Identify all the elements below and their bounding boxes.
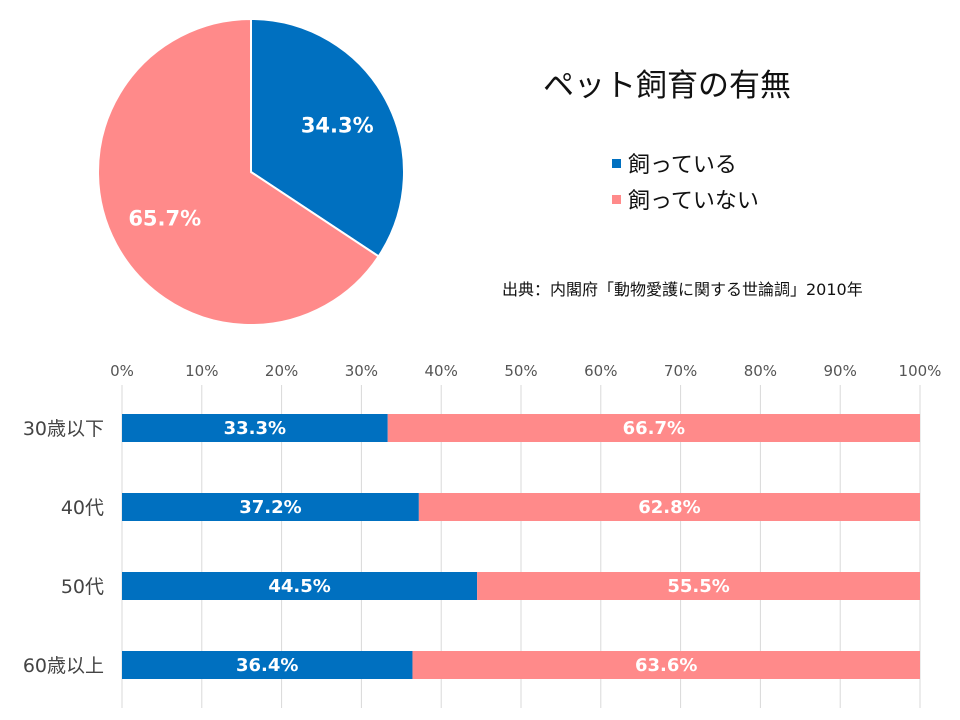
- category-label: 40代: [61, 497, 104, 519]
- bar-segment: [122, 572, 478, 600]
- pie-label-1: 65.7%: [128, 206, 201, 230]
- x-tick-label: 80%: [744, 362, 777, 380]
- category-label: 60歳以上: [23, 655, 104, 677]
- x-tick-label: 0%: [110, 362, 134, 380]
- stacked-bar-chart: 0% 10% 20% 30% 40% 50% 60% 70% 80% 90% 100% 30歳以下 33…: [23, 362, 942, 708]
- bar-label: 37.2%: [239, 497, 301, 518]
- x-tick-label: 20%: [265, 362, 298, 380]
- x-tick-label: 60%: [584, 362, 617, 380]
- bar-segment: [412, 651, 920, 679]
- bar-segment: [122, 651, 413, 679]
- bar-label: 66.7%: [623, 418, 685, 439]
- x-tick-label: 70%: [664, 362, 697, 380]
- legend: 飼っている 飼っていない: [612, 145, 759, 217]
- pie-label-0: 34.3%: [301, 114, 374, 138]
- bar-label: 62.8%: [638, 497, 700, 518]
- bar-segment: [477, 572, 920, 600]
- bar-label: 33.3%: [224, 418, 286, 439]
- legend-label-not-owning: 飼っていない: [628, 189, 759, 214]
- legend-swatch-owning: [612, 158, 621, 168]
- legend-item-not-owning: 飼っていない: [612, 181, 759, 217]
- source-note: 出典：内閣府「動物愛護に関する世論調」2010年: [502, 280, 863, 299]
- bar-label: 63.6%: [635, 655, 697, 676]
- bar-label: 44.5%: [268, 576, 330, 597]
- x-tick-label: 40%: [425, 362, 458, 380]
- x-tick-label: 90%: [824, 362, 857, 380]
- category-label: 30歳以下: [23, 418, 104, 440]
- bar-segment: [418, 493, 920, 521]
- pie-chart: 34.3% 65.7%: [97, 17, 405, 326]
- category-label: 50代: [61, 576, 104, 598]
- bar-segment: [122, 493, 419, 521]
- legend-swatch-not-owning: [612, 194, 621, 204]
- chart-title: ペット飼育の有無: [543, 68, 791, 104]
- bar-segment: [122, 414, 388, 442]
- bar-label: 55.5%: [667, 576, 729, 597]
- x-tick-label: 30%: [345, 362, 378, 380]
- legend-item-owning: 飼っている: [612, 145, 759, 181]
- x-tick-label: 100%: [899, 362, 942, 380]
- x-tick-label: 10%: [185, 362, 218, 380]
- x-tick-label: 50%: [504, 362, 537, 380]
- bar-segment: [387, 414, 920, 442]
- legend-label-owning: 飼っている: [628, 153, 737, 178]
- pie-slice-1: [97, 17, 381, 326]
- bar-label: 36.4%: [236, 655, 298, 676]
